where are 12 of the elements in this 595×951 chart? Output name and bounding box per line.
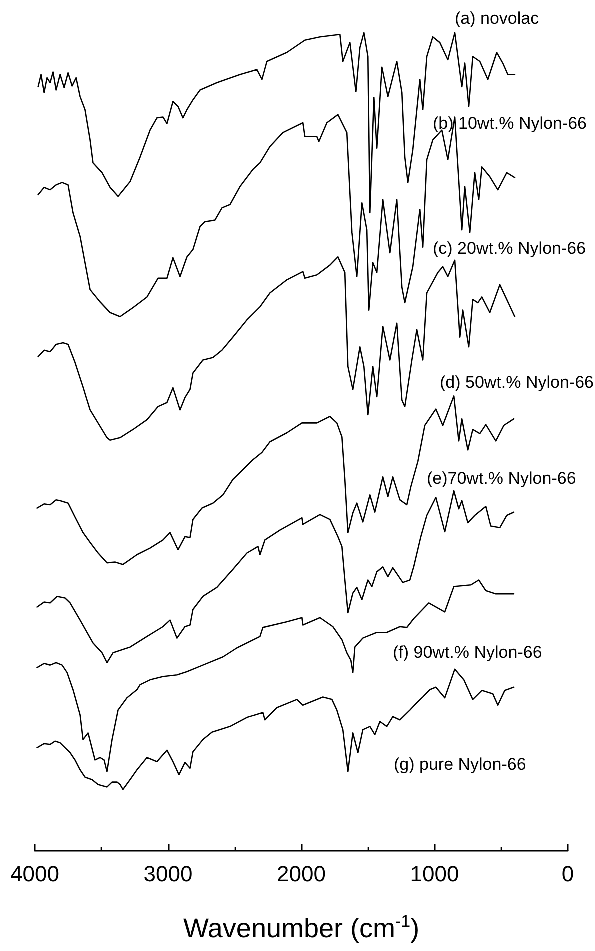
x-tick-label: 1000 xyxy=(410,862,460,886)
series-label: (e)70wt.% Nylon-66 xyxy=(427,469,576,488)
x-tick-label: 0 xyxy=(562,862,574,886)
series-label: (b) 10wt.% Nylon-66 xyxy=(433,114,588,133)
series-label: (c) 20wt.% Nylon-66 xyxy=(433,239,586,258)
series-label: (d) 50wt.% Nylon-66 xyxy=(440,373,594,392)
series-label: (a) novolac xyxy=(455,9,540,28)
x-tick-label: 2000 xyxy=(277,862,326,886)
x-tick-label: 3000 xyxy=(144,862,193,886)
series-label: (f) 90wt.% Nylon-66 xyxy=(393,643,542,662)
series-label: (g) pure Nylon-66 xyxy=(394,755,526,774)
x-tick-label: 4000 xyxy=(10,862,60,886)
